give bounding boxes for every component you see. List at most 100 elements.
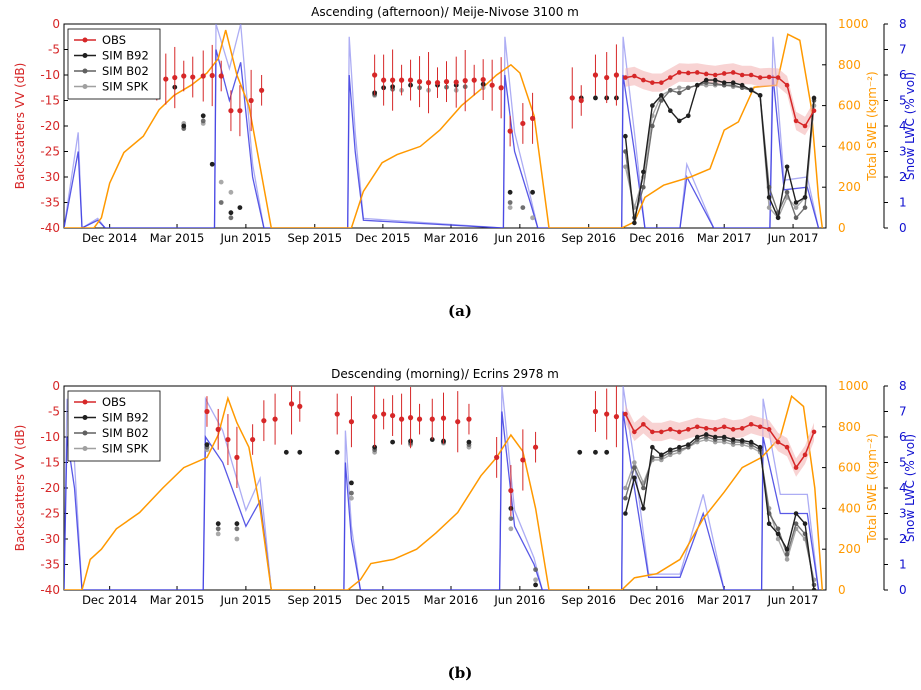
panel-1-sim-b92-line-point <box>685 113 691 119</box>
panel-1-y-swe-label: Total SWE (kgm⁻²) <box>865 71 879 181</box>
panel-1-x-tick-label: Dec 2015 <box>355 231 410 245</box>
panel-1-sim-b92-line-point <box>739 82 745 88</box>
panel-1-obs-point <box>416 79 423 85</box>
panel-1-obs-point <box>498 85 504 91</box>
panel-1-obs-point <box>163 76 169 82</box>
panel-2-obs-line-point <box>641 421 646 427</box>
panel-1-sim-b02-line-point <box>685 85 691 91</box>
panel-2-y-left-tick-label: -40 <box>40 583 60 597</box>
panel-1-obs-line-point <box>712 72 718 78</box>
panel-1-sim-b02-line <box>624 81 815 220</box>
panel-1-sim-b92-line-point <box>721 80 727 85</box>
panel-2-obs-point <box>234 454 240 460</box>
panel-1-y-left-tick-label: -15 <box>40 94 60 108</box>
panel-1-y-swe-tick-label: 400 <box>838 139 861 153</box>
panel-1-sim-b92-line-point <box>632 220 637 226</box>
panel-2-sim-spk-point <box>508 526 514 532</box>
panel-1-sim-b92-point <box>530 189 535 195</box>
panel-1-obs-point <box>390 77 396 83</box>
panel-2-sim-b92-line-point <box>811 587 817 590</box>
panel-2-y-swe-tick-label: 800 <box>838 420 861 434</box>
panel-1-obs-line-point <box>650 80 655 85</box>
panel-2-sim-b92-line-point <box>793 511 799 516</box>
panel-2-obs-line-point <box>739 426 745 431</box>
panel-1-sim-b92-point <box>181 123 187 129</box>
panel-1-y-lwc-label: Snow LWC (% vol) <box>903 72 917 180</box>
panel-2-legend-label: SIM B92 <box>102 411 149 425</box>
panel-2-sim-b92-line-point <box>623 511 628 516</box>
panel-1-obs-point <box>520 120 526 127</box>
panel-1-sim-b02-line-point <box>659 98 664 103</box>
panel-2-obs-point <box>381 411 387 417</box>
panel-1-y-left-tick-label: 0 <box>52 17 60 31</box>
panel-2-legend-label: OBS <box>102 395 126 409</box>
panel-2-y-swe-label: Total SWE (kgm⁻²) <box>865 433 879 543</box>
panel-1-y-swe-tick-label: 200 <box>838 180 861 194</box>
panel-2-sim-b92-point <box>604 449 610 455</box>
panel-1-obs-line-point <box>632 73 637 79</box>
panel-1-obs-point <box>228 108 234 114</box>
panel-2-sim-spk-line-point <box>623 485 628 491</box>
panel-2-legend-label: SIM B02 <box>102 426 149 440</box>
panel-1-obs-line-point <box>802 123 808 129</box>
panel-2-obs-line-point <box>748 421 754 427</box>
panel-1-obs-point <box>248 97 254 104</box>
panel-1-x-tick-label: Mar 2016 <box>424 231 479 245</box>
panel-1-y-lwc-tick-label: 8 <box>899 17 907 31</box>
panel-1-swe-line <box>64 29 824 228</box>
panel-2-y-left-tick-label: 0 <box>52 379 60 393</box>
panel-1-sim-b92-line-point <box>676 118 682 124</box>
panel-1-sim-b92-line-point <box>784 164 790 170</box>
panel-1-sim-b92-line-point <box>793 200 799 205</box>
panel-1-obs-line-point <box>623 75 628 80</box>
panel-1-obs-line-point <box>757 75 763 80</box>
panel-2-sim-b92-line-point <box>775 531 781 537</box>
panel-2-x-tick-label: Jun 2016 <box>493 593 545 607</box>
panel-2-lwc-light-line <box>64 386 820 590</box>
panel-2-sim-b92-point <box>577 449 583 455</box>
panel-1-sim-b02-line-point <box>668 88 673 93</box>
panel-1-sim-b02-line-point <box>650 123 655 129</box>
panel-1-obs-point <box>453 79 459 85</box>
panel-2-sim-b92-line-point <box>668 447 673 453</box>
panel-1-sim-b92-point <box>209 161 215 167</box>
panel-1-obs-line-point <box>676 70 682 75</box>
panel-1-obs-point <box>529 115 536 121</box>
panel-2-x-tick-label: Dec 2015 <box>355 593 410 607</box>
panel-2-sim-b02-line-point <box>641 485 646 491</box>
panel-2-sim-b92-point <box>390 439 396 445</box>
panel-2-obs-line-point <box>659 429 664 435</box>
panel-2-chart: Descending (morning)/ Ecrins 2978 m 0 -5 -1… <box>13 367 917 607</box>
panel-2-y-lwc-tick-label: 0 <box>899 583 907 597</box>
panel-1-sim-spk-point <box>507 205 513 211</box>
panel-2-sim-b02-point <box>234 526 240 532</box>
panel-1-obs-band <box>625 63 814 136</box>
panel-2-sim-b02-point <box>533 567 538 572</box>
panel-2-y-lwc-tick-label: 7 <box>899 405 907 419</box>
panel-2-legend-swatch-marker <box>82 415 88 420</box>
panel-1-obs-line-point <box>721 71 727 76</box>
panel-2-sim-b02-point <box>215 526 221 532</box>
panel-2-sim-b92-point <box>215 521 221 527</box>
panel-2-y-left-tick-label: -5 <box>48 405 60 419</box>
panel-1-y-lwc-tick-label: 6 <box>899 68 907 82</box>
panel-2-y-swe-tick-label: 1000 <box>838 379 869 393</box>
panel-1-obs-point <box>425 80 432 86</box>
panel-1-y-left-tick-label: -40 <box>40 221 60 235</box>
panel-1-plot-area <box>64 24 824 228</box>
panel-2-x-tick-label: Sep 2016 <box>561 593 616 607</box>
panel-2-sim-spk-line-point <box>784 557 790 562</box>
panel-2-obs-point <box>592 408 599 415</box>
panel-1-y-lwc-tick-label: 3 <box>899 145 907 159</box>
panel-1-sim-b92-point <box>507 189 513 195</box>
panel-2-legend-swatch-marker <box>82 430 88 436</box>
panel-2-sim-b92-line-point <box>802 521 808 526</box>
panel-1-y-left-tick-label: -25 <box>40 145 60 159</box>
panel-2-x-tick-label: Dec 2016 <box>629 593 684 607</box>
panel-2-y-left-tick-label: -15 <box>40 456 60 470</box>
panel-1-sim-b92-line <box>624 79 815 224</box>
panel-2-obs-point <box>416 416 423 422</box>
panel-1-sim-spk-point <box>218 179 224 185</box>
